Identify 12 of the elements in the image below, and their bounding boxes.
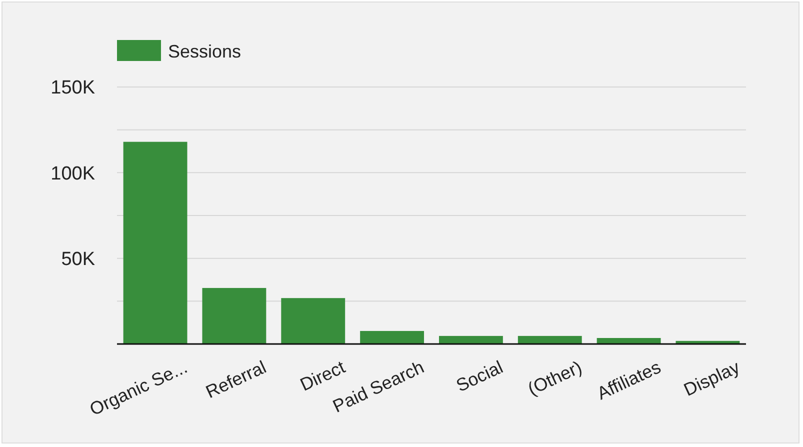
bar xyxy=(123,142,188,344)
y-tick-label: 100K xyxy=(50,163,96,184)
bar xyxy=(281,298,346,344)
bar xyxy=(202,288,266,344)
bar xyxy=(438,336,503,344)
bar xyxy=(518,336,582,344)
bar xyxy=(360,330,424,344)
y-tick-label: 150K xyxy=(50,78,96,99)
bar xyxy=(596,338,661,344)
legend-label: Sessions xyxy=(168,41,242,62)
y-tick-label: 50K xyxy=(61,248,96,270)
x-tick-label: Social xyxy=(453,356,506,396)
